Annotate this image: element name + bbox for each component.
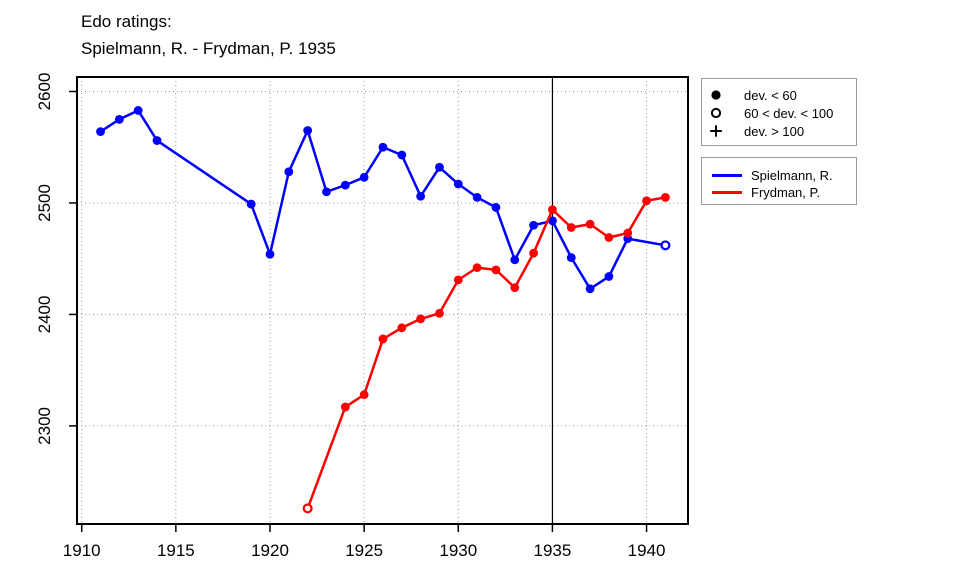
frydman-data-point (359, 390, 369, 400)
frydman-data-point (529, 248, 539, 258)
chart-title-line2: Spielmann, R. - Frydman, P. 1935 (81, 39, 336, 58)
open-circle-icon (708, 105, 724, 121)
x-tick-label: 1930 (439, 541, 477, 560)
frydman-data-point (642, 196, 651, 206)
spielmann-data-point (303, 126, 313, 135)
frydman-data-point-open (302, 503, 313, 514)
legend-item-dev-small: dev. < 60 (702, 86, 856, 104)
legend-label-dev-small: dev. < 60 (744, 87, 797, 103)
y-tick-label: 2600 (35, 73, 54, 111)
x-tick-label: 1910 (63, 541, 101, 560)
legend-item-frydman: Frydman, P. (702, 184, 856, 201)
legend-item-spielmann: Spielmann, R. (702, 167, 856, 184)
spielmann-data-point (246, 199, 256, 209)
frydman-data-point (548, 205, 557, 215)
spielmann-data-point (152, 136, 162, 145)
frydman-data-point (378, 334, 388, 344)
legend-label-dev-medium: 60 < dev. < 100 (744, 105, 834, 121)
frydman-data-point (491, 265, 501, 275)
chart-title: Edo ratings: Spielmann, R. - Frydman, P.… (81, 8, 336, 62)
legend-label-dev-large: dev. > 100 (744, 123, 805, 139)
spielmann-data-point (566, 253, 576, 262)
spielmann-data-point (585, 284, 595, 294)
chart-title-line1: Edo ratings: (81, 12, 172, 31)
frydman-data-point (661, 192, 670, 202)
spielmann-data-point (322, 187, 331, 197)
spielmann-data-point (378, 142, 388, 152)
frydman-data-point (472, 263, 482, 273)
legend-label-frydman: Frydman, P. (751, 185, 821, 200)
x-tick-label: 1920 (251, 541, 289, 560)
x-tick-label: 1915 (157, 541, 195, 560)
spielmann-line-swatch (712, 174, 742, 177)
frydman-data-point (566, 223, 576, 232)
plot-border (76, 76, 689, 525)
legend-item-dev-medium: 60 < dev. < 100 (702, 104, 856, 122)
spielmann-data-point (548, 216, 557, 226)
spielmann-data-point (265, 249, 275, 259)
spielmann-data-point (359, 172, 369, 182)
spielmann-data-point (472, 192, 482, 202)
frydman-line-swatch (712, 191, 742, 194)
series-line-frydman (306, 196, 667, 510)
legend-label-spielmann: Spielmann, R. (751, 168, 833, 183)
spielmann-data-point (510, 255, 520, 265)
spielmann-data-point (529, 220, 539, 230)
frydman-data-point (453, 275, 463, 285)
spielmann-data-point (491, 203, 501, 212)
frydman-data-point (397, 323, 407, 333)
series-legend: Spielmann, R. Frydman, P. (701, 157, 857, 205)
spielmann-data-point (340, 180, 350, 190)
filled-circle-icon (708, 87, 724, 103)
spielmann-data-point (114, 114, 124, 124)
spielmann-data-point (435, 162, 444, 172)
deviation-legend: dev. < 60 60 < dev. < 100 dev. > 100 (701, 78, 857, 146)
frydman-data-point (510, 283, 520, 293)
spielmann-data-point (416, 191, 426, 201)
x-tick-label: 1935 (534, 541, 572, 560)
spielmann-data-point (284, 167, 294, 177)
legend-item-dev-large: dev. > 100 (702, 122, 856, 140)
y-tick-label: 2300 (35, 407, 54, 445)
frydman-data-point (340, 402, 350, 412)
spielmann-data-point (604, 272, 614, 281)
frydman-data-point (416, 314, 426, 324)
frydman-data-point (604, 233, 614, 242)
y-tick-label: 2500 (35, 184, 54, 222)
spielmann-data-point (96, 127, 105, 137)
frydman-data-point (435, 308, 444, 318)
spielmann-data-point (397, 150, 407, 160)
frydman-data-point (623, 228, 633, 238)
spielmann-data-point-open (660, 240, 671, 251)
frydman-data-point (585, 219, 595, 229)
series-line-spielmann (99, 109, 667, 291)
x-tick-label: 1940 (628, 541, 666, 560)
plus-icon (708, 123, 724, 139)
spielmann-data-point (453, 179, 463, 189)
y-tick-label: 2400 (35, 296, 54, 334)
spielmann-data-point (133, 106, 143, 115)
x-tick-label: 1925 (345, 541, 383, 560)
